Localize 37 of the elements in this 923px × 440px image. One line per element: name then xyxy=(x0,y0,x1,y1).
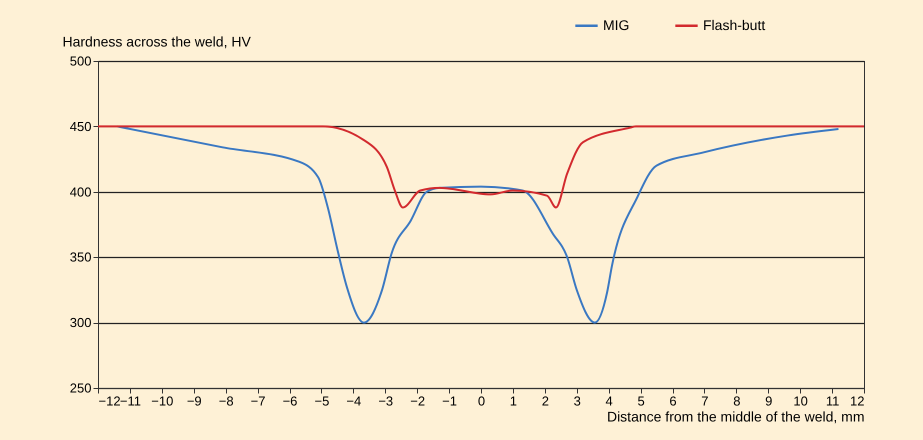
x-tick-label: −4 xyxy=(346,394,362,408)
x-tick-label: 10 xyxy=(793,394,808,408)
x-tick-label: 11 xyxy=(826,394,840,408)
x-tick-label: 7 xyxy=(701,394,709,408)
line-series xyxy=(97,125,865,208)
x-tick-label: −6 xyxy=(282,394,298,408)
x-tick-label: 5 xyxy=(637,394,645,408)
x-tick-label: −10 xyxy=(151,394,174,408)
x-tick-label: −5 xyxy=(314,394,330,408)
x-tick-label: −7 xyxy=(250,394,266,408)
legend-label: Flash-butt xyxy=(703,16,766,33)
y-tick-label: 450 xyxy=(70,118,92,134)
x-tick-label: 0 xyxy=(478,394,486,408)
x-tick-label: 9 xyxy=(765,394,772,408)
line-series xyxy=(116,125,840,324)
y-tick-label: 400 xyxy=(70,184,92,200)
x-tick-label: 8 xyxy=(733,394,740,408)
x-tick-label: 6 xyxy=(669,394,677,408)
x-tick-label: 12 xyxy=(850,394,864,408)
x-tick-label: 2 xyxy=(542,394,549,408)
y-tick-label: 500 xyxy=(70,54,92,68)
x-tick-label: −11 xyxy=(120,394,141,408)
x-tick-label: −3 xyxy=(378,394,394,408)
x-tick-label: −2 xyxy=(410,394,426,408)
x-tick-label: 4 xyxy=(606,394,613,408)
y-tick-label: 300 xyxy=(70,315,92,330)
y-tick-label: 250 xyxy=(70,380,92,396)
x-tick-label: −9 xyxy=(186,394,202,408)
x-tick-label: −12 xyxy=(98,394,121,408)
x-axis-title: Distance from the middle of the weld, mm xyxy=(606,408,864,424)
x-tick-label: 3 xyxy=(574,394,581,408)
legend-label: MIG xyxy=(603,16,630,33)
x-tick-label: −1 xyxy=(442,394,457,408)
y-axis-title: Hardness across the weld, HV xyxy=(62,34,252,50)
x-tick-label: −8 xyxy=(218,394,234,408)
y-tick-label: 350 xyxy=(70,250,92,265)
x-tick-label: 1 xyxy=(510,394,518,408)
